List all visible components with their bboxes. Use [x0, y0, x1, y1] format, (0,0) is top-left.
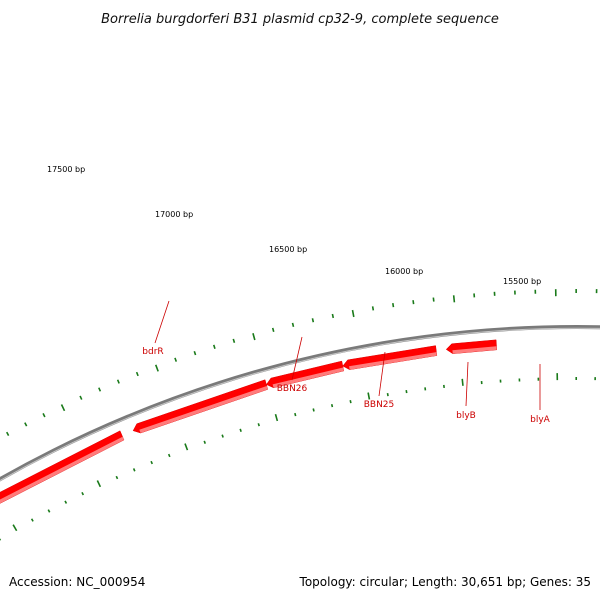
tick-mark [212, 344, 216, 349]
tick-mark [98, 387, 102, 392]
gene-bdrr-leader [154, 300, 170, 344]
tick-labels: 17500 bp 17000 bp 16500 bp 16000 bp 15500 bp [47, 165, 541, 286]
summary-text: Topology: circular; Length: 30,651 bp; G… [299, 575, 591, 589]
tick-mark [30, 518, 34, 522]
gene-bbn26-leader [291, 336, 303, 381]
tick-mark [184, 443, 189, 451]
tick-mark [294, 412, 297, 417]
gene-bbn25-arrow-shade [272, 367, 344, 388]
tick-mark [6, 431, 10, 436]
tick-mark [64, 500, 68, 504]
gene-blya-label: blyA [530, 415, 551, 425]
tick-mark [203, 440, 206, 444]
gene-bbn25-label: BBN25 [364, 400, 395, 410]
gene-blyb-leader [465, 361, 469, 407]
map-title: Borrelia burgdorferi B31 plasmid cp32-9,… [101, 12, 499, 27]
gene-bdrr-label: bdrR [142, 347, 163, 357]
gene-bbn26-arrow-shade [139, 385, 268, 434]
gene-track [0, 339, 498, 504]
tick-mark [291, 322, 295, 328]
tick-mark [367, 392, 371, 400]
tick-mark [386, 393, 389, 397]
tick-mark [12, 524, 18, 532]
tick-mark [239, 428, 242, 432]
tick-mark [257, 423, 260, 427]
tick-mark [167, 453, 171, 458]
tick-mark [331, 313, 335, 319]
gene-bbn25-leader [378, 351, 386, 397]
tick-mark [96, 480, 102, 488]
tick-mark [42, 413, 46, 418]
tick-mark [392, 302, 395, 308]
gene-bdrr-arrow-shade [0, 436, 124, 504]
tick-label: 17500 bp [47, 165, 85, 174]
tick-mark [24, 422, 28, 427]
tick-mark [311, 318, 315, 323]
tick-mark [60, 404, 66, 412]
tick-mark [47, 509, 51, 513]
tick-mark [349, 400, 352, 404]
tick-mark [79, 395, 83, 400]
tick-mark [115, 475, 119, 480]
tick-mark [154, 364, 159, 372]
tick-mark [274, 413, 279, 422]
gene-blya-arrow-shade [452, 346, 497, 354]
tick-mark [252, 333, 256, 341]
tick-mark [132, 468, 136, 472]
plasmid-backbone-highlight [0, 327, 600, 482]
outer-tick-marks [6, 289, 598, 436]
tick-mark [412, 300, 415, 305]
tick-mark [461, 378, 464, 386]
tick-mark [135, 371, 139, 377]
tick-mark [150, 460, 153, 465]
tick-label: 16000 bp [385, 267, 423, 276]
plasmid-backbone [0, 325, 600, 482]
gene-blyb-label: blyB [456, 411, 476, 421]
tick-mark [312, 408, 315, 412]
tick-mark [81, 491, 85, 496]
gene-blyb-arrow-shade [349, 352, 437, 370]
tick-mark [271, 327, 275, 333]
accession-text: Accession: NC_000954 [9, 575, 145, 589]
tick-mark [330, 404, 334, 408]
tick-mark [174, 357, 178, 362]
tick-mark [116, 379, 120, 384]
tick-mark [193, 350, 197, 356]
tick-mark [232, 338, 236, 343]
gene-bbn25-arrow [266, 360, 345, 389]
tick-mark [452, 295, 456, 303]
tick-mark [351, 309, 355, 318]
gene-labels: bdrR BBN26 BBN25 blyB blyA [142, 300, 551, 425]
tick-mark [371, 306, 375, 311]
tick-mark [221, 434, 224, 438]
inner-tick-marks [0, 373, 596, 541]
tick-label: 17000 bp [155, 210, 193, 219]
gene-bbn26-label: BBN26 [277, 384, 308, 394]
tick-label: 15500 bp [503, 277, 541, 286]
tick-label: 16500 bp [269, 245, 307, 254]
